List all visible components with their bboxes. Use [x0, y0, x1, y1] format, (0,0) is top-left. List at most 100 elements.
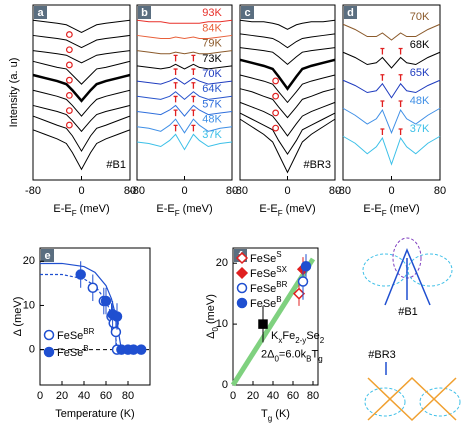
- spectrum: [32, 60, 131, 85]
- spectrum: [342, 135, 441, 166]
- panel-label: e: [44, 250, 50, 262]
- spectrum: [239, 88, 336, 119]
- panel-label: c: [244, 7, 250, 19]
- label-part: (meV): [180, 203, 213, 215]
- x-tick-label: 80: [434, 185, 446, 197]
- curve-label: 48K: [410, 95, 430, 107]
- peak-marker: [380, 74, 385, 81]
- marker: [111, 311, 123, 322]
- spectrum: [239, 112, 336, 156]
- spectrum: [342, 79, 441, 99]
- label-part: S: [276, 250, 281, 259]
- band: [384, 248, 431, 306]
- curve-label: 65K: [410, 67, 430, 79]
- x-tick-label: -80: [335, 185, 351, 197]
- y-tick-label: 20: [216, 257, 228, 269]
- x-tick-label: 80: [307, 390, 319, 402]
- label-part: FeSe: [250, 268, 276, 280]
- label-part: B: [83, 344, 88, 353]
- marker: [292, 287, 306, 300]
- label-part: BR: [83, 327, 94, 336]
- label-part: F: [72, 209, 77, 218]
- pocket: [419, 387, 461, 417]
- label-part: (meV): [205, 294, 217, 327]
- spectrum: [342, 23, 441, 41]
- marker: [235, 266, 249, 280]
- peak-marker: [272, 92, 280, 100]
- peak-marker: [65, 107, 73, 115]
- label-part: FeSe: [57, 347, 83, 359]
- peak-marker: [380, 100, 385, 107]
- peak-marker: [272, 124, 280, 132]
- label-part: 0: [274, 354, 279, 363]
- spectrum: [136, 19, 233, 24]
- label-part: F: [382, 209, 387, 218]
- marker: [297, 276, 309, 287]
- peak-marker: [398, 47, 403, 55]
- curve-label: 68K: [410, 39, 430, 51]
- x-tick-label: 0: [78, 185, 84, 197]
- label-part: (meV): [387, 203, 420, 215]
- peak-marker: [173, 82, 178, 89]
- curve-label: 79K: [202, 38, 222, 50]
- label-part: Δ: [205, 331, 217, 339]
- x-tick-label: 40: [267, 390, 279, 402]
- spectrum: [32, 73, 131, 103]
- marker: [235, 251, 249, 265]
- label: FeSeBR: [250, 280, 288, 295]
- panel-label-box: [34, 6, 47, 19]
- peak-marker: [173, 109, 178, 117]
- panel-label: d: [347, 7, 354, 19]
- label-part: g: [318, 354, 322, 363]
- curve-label: 73K: [202, 53, 222, 65]
- spectrum: [239, 101, 336, 137]
- label: FeSeBR: [57, 327, 95, 342]
- spectrum: [136, 104, 233, 117]
- spectrum: [32, 104, 131, 133]
- peak-marker: [398, 128, 403, 135]
- x-tick-label: 0: [181, 185, 187, 197]
- annotation: #BR3: [303, 159, 331, 171]
- marker: [110, 326, 122, 338]
- label: Δ (meV): [12, 297, 24, 337]
- curve-label: 64K: [202, 83, 222, 95]
- pocket: [407, 253, 453, 287]
- spectrum: [32, 89, 131, 117]
- label: Δ0 (meV): [205, 294, 220, 339]
- label-part: 2-y: [295, 336, 306, 345]
- label-part: (meV): [283, 203, 316, 215]
- x-tick-label: 80: [226, 185, 238, 197]
- peak-marker: [173, 124, 178, 132]
- peak-marker: [272, 109, 280, 117]
- curve-label: 57K: [202, 98, 222, 110]
- x-tick-label: 20: [247, 390, 259, 402]
- spectrum: [136, 34, 233, 39]
- label-part: (K): [272, 408, 290, 420]
- y-tick-label: 20: [23, 255, 35, 267]
- label: 2Δ0=6.0kBTg: [261, 348, 323, 363]
- spectrum: [32, 129, 131, 171]
- peak-marker: [191, 124, 196, 132]
- label: FeSeB: [250, 295, 282, 310]
- spectrum: [32, 115, 131, 153]
- label-part: (meV): [77, 203, 110, 215]
- label-part: K: [271, 330, 279, 342]
- peak-marker: [173, 68, 178, 76]
- peak-marker: [272, 77, 280, 85]
- label-part: Temperature (K): [55, 408, 134, 420]
- label-part: Intensity (a. u): [8, 58, 20, 128]
- spectrum: [136, 63, 233, 70]
- spectrum: [239, 74, 336, 104]
- x-tick-label: -80: [25, 185, 41, 197]
- label-part: Se: [306, 330, 319, 342]
- label-part: SX: [276, 265, 287, 274]
- spectrum: [239, 33, 336, 49]
- x-tick-label: 0: [37, 390, 43, 402]
- label-part: =6.0k: [279, 348, 307, 360]
- y-tick-label: 10: [23, 299, 35, 311]
- marker: [236, 282, 248, 294]
- x-tick-label: 80: [329, 185, 341, 197]
- peak-marker: [191, 82, 196, 89]
- marker: [135, 344, 147, 355]
- label-part: F: [175, 209, 180, 218]
